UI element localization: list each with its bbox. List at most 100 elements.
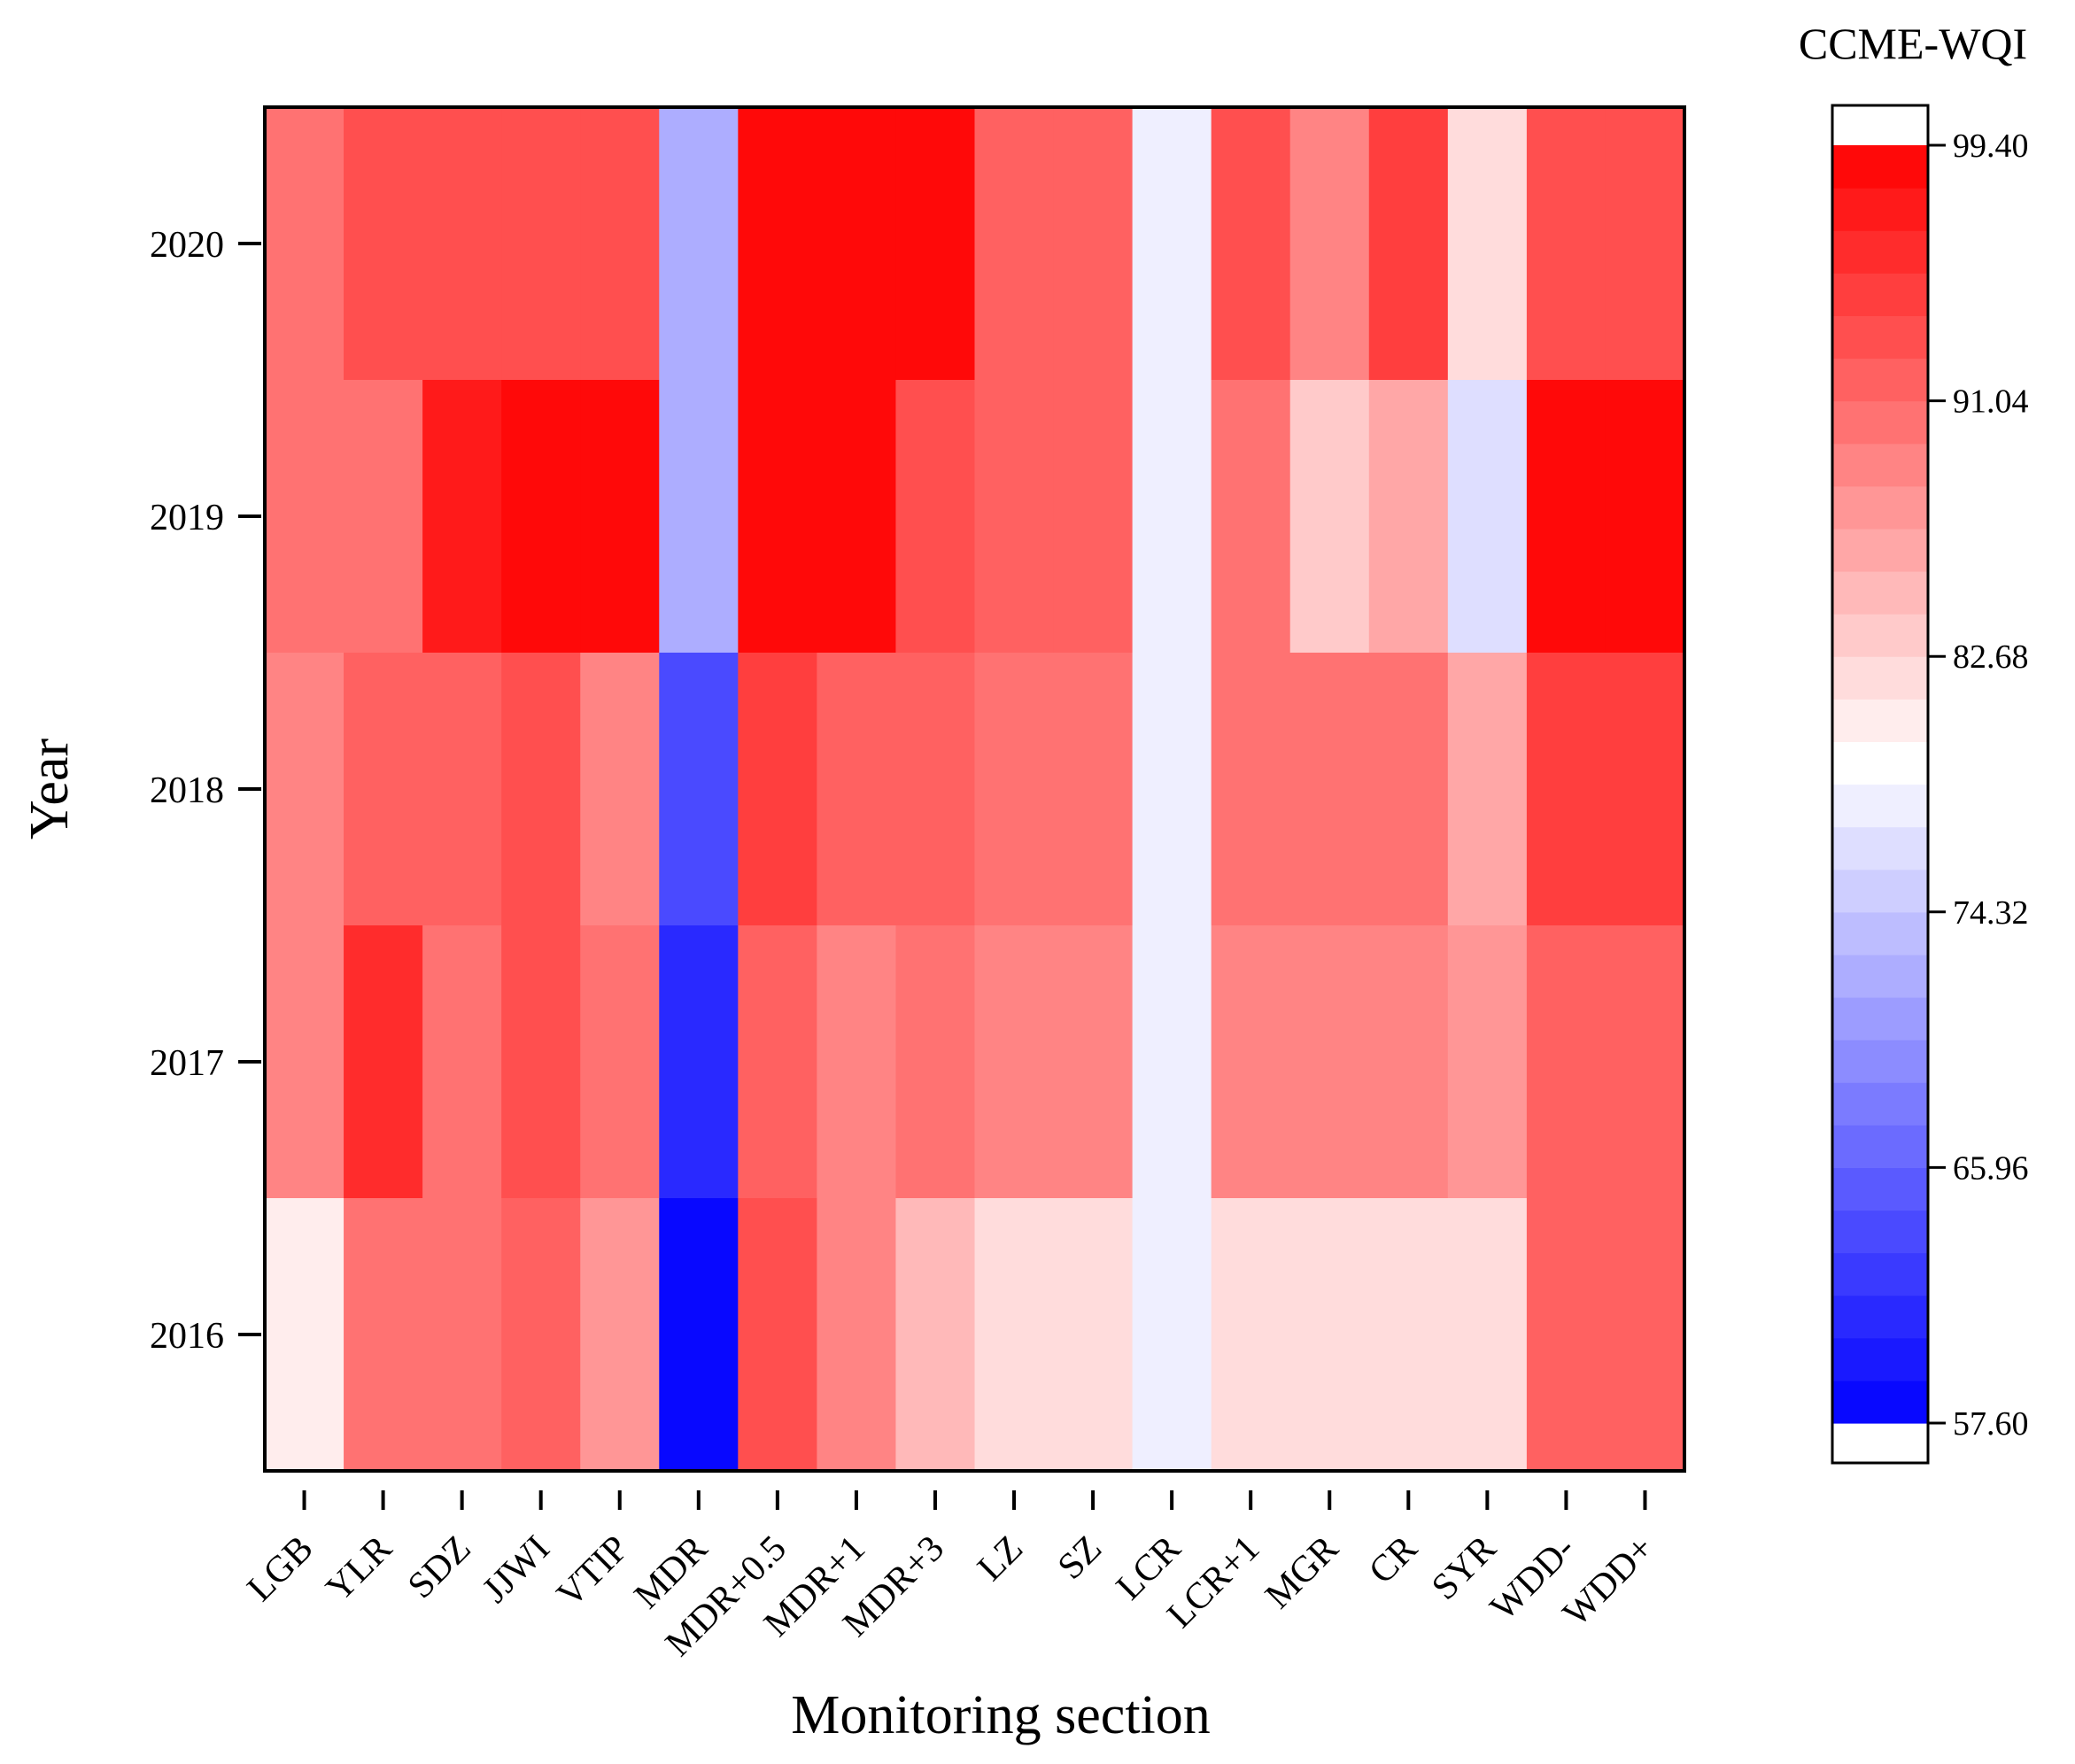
heatmap-cell-2017-JJWI bbox=[501, 925, 581, 1199]
heatmap-cell-2017-MGR bbox=[1289, 925, 1370, 1199]
heatmap-cell-2019-JJWI bbox=[501, 380, 581, 654]
heatmap-cell-2017-MDR bbox=[659, 925, 739, 1199]
heatmap-cell-2020-MGR bbox=[1289, 107, 1370, 381]
heatmap-cell-2020-MDR+3 bbox=[895, 107, 976, 381]
y-tick-label: 2018 bbox=[150, 770, 224, 811]
y-axis-ticks: 2020 2019 2018 2017 2016 bbox=[150, 225, 261, 1357]
colorbar-swatch bbox=[1832, 656, 1928, 700]
x-axis-label: Monitoring section bbox=[791, 1685, 1211, 1745]
colorbar-tick-label: 82.68 bbox=[1953, 638, 2029, 676]
heatmap-cell-2018-WDD- bbox=[1526, 653, 1607, 926]
heatmap-cell-2016-CR bbox=[1368, 1198, 1449, 1472]
heatmap-cell-2019-SZ bbox=[1053, 380, 1134, 654]
heatmap-cell-2020-SYR bbox=[1447, 107, 1528, 381]
heatmap-cell-2020-VTIP bbox=[580, 107, 660, 381]
y-tick-label: 2019 bbox=[150, 498, 224, 538]
heatmap-cell-2017-LCR+1 bbox=[1211, 925, 1291, 1199]
colorbar-swatch bbox=[1832, 1040, 1928, 1083]
heatmap-cell-2019-MGR bbox=[1289, 380, 1370, 654]
heatmap-cell-2020-LCR bbox=[1132, 107, 1212, 381]
colorbar-swatch bbox=[1832, 528, 1928, 572]
heatmap-cell-2018-JJWI bbox=[501, 653, 581, 926]
x-tick-label: SZ bbox=[1050, 1528, 1110, 1588]
heatmap-cell-2016-WDD- bbox=[1526, 1198, 1607, 1472]
heatmap-cell-2018-LCR bbox=[1132, 653, 1212, 926]
heatmap-cell-2016-LGB bbox=[265, 1198, 345, 1472]
colorbar-frame bbox=[1831, 104, 1930, 1465]
heatmap-cell-2018-VTIP bbox=[580, 653, 660, 926]
x-tick-label: YLR bbox=[319, 1528, 400, 1610]
heatmap-cell-2020-WDD- bbox=[1526, 107, 1607, 381]
heatmap-cell-2017-MDR+3 bbox=[895, 925, 976, 1199]
heatmap-cell-2020-CR bbox=[1368, 107, 1449, 381]
heatmap-cell-2016-VTIP bbox=[580, 1198, 660, 1472]
colorbar-swatch bbox=[1832, 188, 1928, 231]
heatmap-cell-2016-MDR+1 bbox=[817, 1198, 897, 1472]
heatmap-cell-2016-WDD+ bbox=[1605, 1198, 1685, 1472]
colorbar-swatch bbox=[1832, 1252, 1928, 1296]
colorbar-tick-label: 91.04 bbox=[1953, 383, 2029, 421]
heatmap-cell-2017-MDR+0.5 bbox=[738, 925, 817, 1199]
heatmap-cell-2017-LZ bbox=[974, 925, 1055, 1199]
colorbar-swatch bbox=[1832, 230, 1928, 274]
heatmap-cell-2016-SZ bbox=[1053, 1198, 1134, 1472]
heatmap-cell-2017-WDD+ bbox=[1605, 925, 1685, 1199]
heatmap-cell-2020-WDD+ bbox=[1605, 107, 1685, 381]
heatmap-cell-2020-LCR+1 bbox=[1211, 107, 1291, 381]
heatmap-cell-2017-WDD- bbox=[1526, 925, 1607, 1199]
heatmap-cell-2016-MDR+0.5 bbox=[738, 1198, 817, 1472]
heatmap-cell-2016-LZ bbox=[974, 1198, 1055, 1472]
y-tick-label: 2016 bbox=[150, 1316, 224, 1357]
heatmap-cell-2016-MDR bbox=[659, 1198, 739, 1472]
plot-frame bbox=[263, 105, 1686, 1473]
heatmap-cell-2019-SYR bbox=[1447, 380, 1528, 654]
heatmap-cell-2019-LZ bbox=[974, 380, 1055, 654]
x-tick-label: VTIP bbox=[549, 1528, 637, 1616]
heatmap-cell-2016-MDR+3 bbox=[895, 1198, 976, 1472]
heatmap-cell-2017-CR bbox=[1368, 925, 1449, 1199]
x-tick-label: LZ bbox=[970, 1528, 1031, 1590]
x-tick-label: WDD+ bbox=[1555, 1528, 1661, 1635]
heatmap-cell-2016-LCR+1 bbox=[1211, 1198, 1291, 1472]
heatmap-cell-2019-LGB bbox=[265, 380, 345, 654]
heatmap-cell-2016-SYR bbox=[1447, 1198, 1528, 1472]
heatmap-cell-2020-JJWI bbox=[501, 107, 581, 381]
heatmap-cell-2019-LCR bbox=[1132, 380, 1212, 654]
colorbar-swatch bbox=[1832, 1167, 1928, 1211]
heatmap-cell-2018-MDR+3 bbox=[895, 653, 976, 926]
heatmap-cell-2018-LCR+1 bbox=[1211, 653, 1291, 926]
heatmap-cell-2017-LGB bbox=[265, 925, 345, 1199]
x-tick-label: MGR bbox=[1258, 1528, 1346, 1617]
heatmap-cell-2018-LGB bbox=[265, 653, 345, 926]
heatmap-cell-2020-MDR bbox=[659, 107, 739, 381]
colorbar-tick-label: 57.60 bbox=[1953, 1405, 2029, 1443]
heatmap-cell-2016-SDZ bbox=[422, 1198, 502, 1472]
colorbar-swatch bbox=[1832, 741, 1928, 785]
heatmap-cell-2018-MDR bbox=[659, 653, 739, 926]
y-axis-label: Year bbox=[19, 739, 80, 840]
heatmap-cell-2019-LCR+1 bbox=[1211, 380, 1291, 654]
heatmap-cell-2017-YLR bbox=[344, 925, 423, 1199]
heatmap-cell-2017-SZ bbox=[1053, 925, 1134, 1199]
heatmap-cell-2020-SDZ bbox=[422, 107, 502, 381]
heatmap-cell-2018-SYR bbox=[1447, 653, 1528, 926]
heatmap-cell-2017-MDR+1 bbox=[817, 925, 897, 1199]
colorbar-swatch bbox=[1832, 485, 1928, 530]
colorbar-swatch bbox=[1832, 400, 1928, 445]
colorbar-swatch bbox=[1832, 614, 1928, 657]
heatmap-cell-2020-LGB bbox=[265, 107, 345, 381]
heatmap-cell-2018-MGR bbox=[1289, 653, 1370, 926]
heatmap-cell-2017-VTIP bbox=[580, 925, 660, 1199]
heatmap-cells bbox=[265, 107, 1685, 1472]
colorbar-swatch bbox=[1832, 571, 1928, 615]
heatmap-cell-2019-MDR+0.5 bbox=[738, 380, 817, 654]
heatmap-cell-2018-SZ bbox=[1053, 653, 1134, 926]
x-tick-label: CR bbox=[1361, 1528, 1425, 1592]
colorbar-swatch bbox=[1832, 145, 1928, 189]
colorbar-swatch bbox=[1832, 699, 1928, 742]
heatmap-cell-2016-LCR bbox=[1132, 1198, 1212, 1472]
heatmap-cell-2020-MDR+0.5 bbox=[738, 107, 817, 381]
heatmap-cell-2019-WDD+ bbox=[1605, 380, 1685, 654]
